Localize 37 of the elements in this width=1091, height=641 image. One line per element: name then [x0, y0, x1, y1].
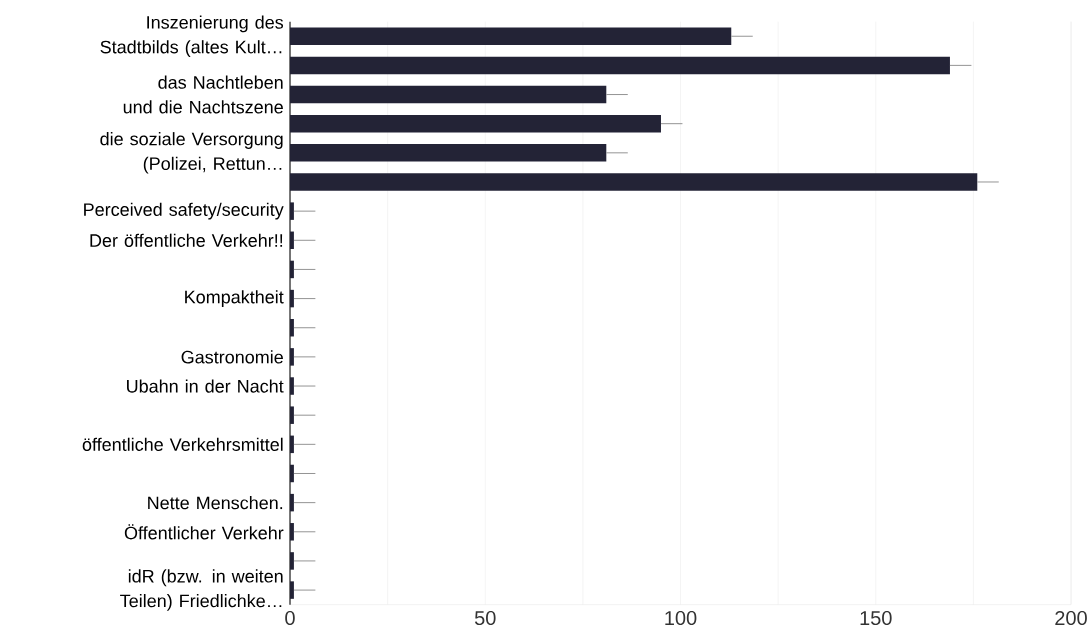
y-tick-label: idR (bzw. in weiten Teilen) Friedlichke…	[120, 569, 283, 611]
bar	[290, 114, 661, 133]
y-tick-label: Kompaktheit	[185, 290, 284, 307]
bar	[290, 523, 294, 541]
y-tick-label: Inszenierung des Stadtbilds (altes Kult…	[100, 15, 284, 57]
y-tick-label: Perceived safety/security	[84, 202, 284, 220]
y-tick-label: das Nachtleben und die Nachtszene	[123, 75, 283, 114]
bar	[290, 435, 294, 454]
x-tick-label: 100	[665, 610, 697, 626]
bar	[290, 260, 294, 279]
bar	[290, 27, 732, 45]
bar	[290, 552, 294, 570]
bar	[290, 173, 978, 191]
x-tick-label: 50	[474, 610, 496, 626]
bar	[290, 581, 294, 599]
y-tick-label: öffentliche Verkehrsmittel	[82, 437, 283, 451]
x-tick-label: 150	[860, 610, 892, 626]
bar	[290, 85, 607, 104]
bar	[290, 231, 294, 250]
bar	[290, 318, 294, 337]
bar	[290, 289, 294, 308]
y-tick-label: Ubahn in der Nacht	[127, 379, 284, 393]
x-tick-label: 200	[1055, 610, 1087, 626]
bar	[290, 464, 294, 483]
y-tick-label: Nette Menschen.	[148, 496, 283, 510]
bar	[290, 377, 294, 395]
y-tick-label: Öffentlicher Verkehr	[124, 524, 284, 540]
bar	[290, 144, 607, 162]
bar	[290, 493, 294, 512]
x-tick-label: 0	[285, 610, 295, 626]
bar	[290, 348, 294, 366]
bar	[290, 202, 294, 220]
bar	[290, 56, 950, 75]
y-tick-label: Der öffentliche Verkehr!!	[90, 233, 283, 247]
y-tick-label: die soziale Versorgung (Polizei, Rettun…	[100, 132, 283, 174]
bar	[290, 406, 294, 424]
y-tick-label: Gastronomie	[181, 350, 283, 364]
